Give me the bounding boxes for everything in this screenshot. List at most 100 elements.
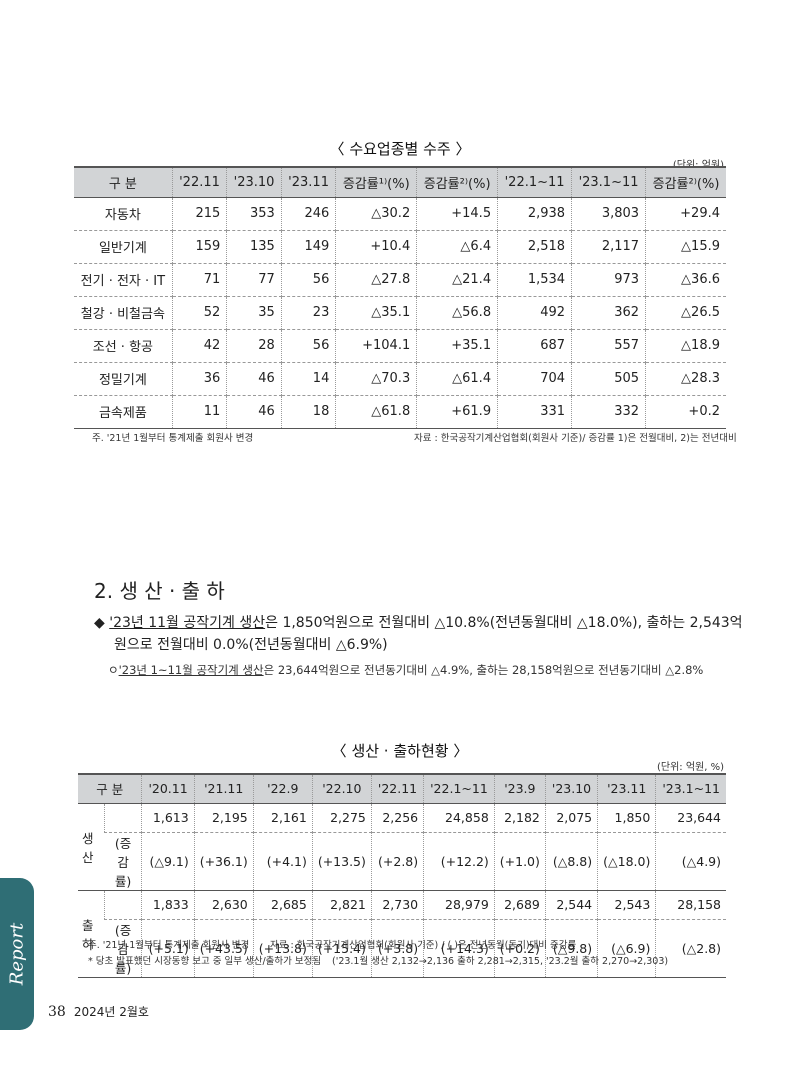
table-cell: (+3.8) bbox=[370, 919, 424, 978]
table-cell: △28.3 bbox=[645, 362, 726, 396]
table-cell: 11 bbox=[171, 395, 227, 429]
table-cell: 2,117 bbox=[571, 230, 646, 264]
table-cell: (△4.9) bbox=[655, 832, 726, 891]
table-cell: △18.9 bbox=[645, 329, 726, 363]
table-cell: 28,979 bbox=[423, 890, 495, 920]
table-cell: (+14.3) bbox=[423, 919, 495, 978]
table-header-cell: '22.10 bbox=[311, 773, 372, 804]
circle-bullet-icon: ㅇ bbox=[108, 663, 119, 677]
table-cell: 2,685 bbox=[252, 890, 313, 920]
table-cell: 246 bbox=[280, 197, 336, 231]
table-header-cell: '22.11 bbox=[171, 166, 227, 198]
table-cell: 77 bbox=[226, 263, 282, 297]
sub-bullet-text: 은 23,644억원으로 전년동기대비 △4.9%, 출하는 28,158억원으… bbox=[263, 663, 704, 677]
table-cell: (+43.5) bbox=[193, 919, 254, 978]
table-header-cell: '23.9 bbox=[493, 773, 546, 804]
table-cell: 159 bbox=[171, 230, 227, 264]
bullet-text: 은 1,850억원으로 전월대비 △10.8%(전년동월대비 △18.0%), … bbox=[265, 615, 743, 631]
value-row-label bbox=[104, 890, 142, 920]
table-cell: 1,534 bbox=[497, 263, 572, 297]
table-header-cell: 구 분 bbox=[74, 166, 173, 198]
table-cell: △61.8 bbox=[335, 395, 417, 429]
table-cell: 362 bbox=[571, 296, 646, 330]
table-row: 일반기계 159 135 149 +10.4 △6.4 2,518 2,117 △15.9 bbox=[74, 230, 726, 264]
table-header-cell: '23.1~11 bbox=[655, 773, 726, 804]
orders-by-industry-table: 구 분 '22.11'23.10'23.11 증감률¹⁾(%) 증감률²⁾(%) '22… bbox=[74, 166, 726, 429]
table-cell: △6.4 bbox=[416, 230, 498, 264]
issue-label: 2024년 2월호 bbox=[73, 1005, 149, 1019]
table-cell: 2,161 bbox=[252, 803, 313, 833]
report-tab-label: Report bbox=[6, 922, 28, 986]
table-cell: 2,256 bbox=[370, 803, 424, 833]
table-cell: +35.1 bbox=[416, 329, 498, 363]
table-row: 금속제품 11 46 18 △61.8 +61.9 331 332 +0.2 bbox=[74, 395, 726, 429]
table-cell: 56 bbox=[280, 329, 336, 363]
table-header-cell: '23.10 bbox=[226, 166, 282, 198]
table-cell: (+5.1) bbox=[141, 919, 195, 978]
table-cell: 353 bbox=[226, 197, 282, 231]
table2-note: 주. '21년 1월부터 통계제출 회원사 변경 bbox=[88, 940, 250, 951]
report-side-tab: Report bbox=[0, 878, 34, 1030]
table-cell: 1,850 bbox=[597, 803, 656, 833]
table-cell: △35.1 bbox=[335, 296, 417, 330]
page-number: 38 bbox=[48, 1004, 66, 1020]
table-cell: △27.8 bbox=[335, 263, 417, 297]
table-cell: △70.3 bbox=[335, 362, 417, 396]
table-cell: △56.8 bbox=[416, 296, 498, 330]
table-cell: 135 bbox=[226, 230, 282, 264]
table-cell: (+15.4) bbox=[311, 919, 372, 978]
table-cell: (△8.8) bbox=[544, 832, 598, 891]
row-label: 조선 · 항공 bbox=[74, 329, 173, 363]
row-label: 전기 · 전자 · IT bbox=[74, 263, 173, 297]
table-cell: (+1.0) bbox=[493, 832, 546, 891]
table-header-row: 구 분 '20.11'21.11'22.9'22.10'22.11'22.1~11… bbox=[78, 773, 726, 804]
table-cell: (+2.8) bbox=[370, 832, 424, 891]
table-header-cell: '22.11 bbox=[370, 773, 424, 804]
table-cell: 505 bbox=[571, 362, 646, 396]
table-cell: 28,158 bbox=[655, 890, 726, 920]
table-cell: 42 bbox=[171, 329, 227, 363]
table-cell: 2,630 bbox=[193, 890, 254, 920]
table-cell: 2,075 bbox=[544, 803, 598, 833]
table-cell: 24,858 bbox=[423, 803, 495, 833]
table-cell: 331 bbox=[497, 395, 572, 429]
table-cell: 149 bbox=[280, 230, 336, 264]
table-cell: 2,821 bbox=[311, 890, 372, 920]
table-cell: 3,803 bbox=[571, 197, 646, 231]
table-row: 전기 · 전자 · IT 71 77 56 △27.8 △21.4 1,534 973 △36.… bbox=[74, 263, 726, 297]
table-cell: △26.5 bbox=[645, 296, 726, 330]
table-cell: +29.4 bbox=[645, 197, 726, 231]
table-header-cell: '23.11 bbox=[280, 166, 336, 198]
table-cell: △21.4 bbox=[416, 263, 498, 297]
table-cell: 71 bbox=[171, 263, 227, 297]
bullet-line-1: ◆ '23년 11월 공작기계 생산은 1,850억원으로 전월대비 △10.8… bbox=[94, 612, 743, 634]
table-header-cell: '23.1~11 bbox=[571, 166, 646, 198]
table-cell: 36 bbox=[171, 362, 227, 396]
table2-caption: 〈 생산 · 출하현황 〉 bbox=[331, 742, 469, 760]
table-cell: 557 bbox=[571, 329, 646, 363]
table-row: 생 산 1,613 2,195 2,161 2,275 2,256 24,858 2,182 2… bbox=[78, 803, 726, 891]
table-cell: 23 bbox=[280, 296, 336, 330]
group-label: 출 하 bbox=[78, 890, 105, 978]
table-cell: +0.2 bbox=[645, 395, 726, 429]
table-row: 철강 · 비철금속 52 35 23 △35.1 △56.8 492 362 △26.5 bbox=[74, 296, 726, 330]
table-cell: 2,938 bbox=[497, 197, 572, 231]
table-header-cell: '23.10 bbox=[544, 773, 598, 804]
row-label: 철강 · 비철금속 bbox=[74, 296, 173, 330]
row-label: 일반기계 bbox=[74, 230, 173, 264]
section-title: 2. 생 산 · 출 하 bbox=[94, 579, 225, 603]
table-row: 출 하 1,833 2,630 2,685 2,821 2,730 28,979 2,689 2… bbox=[78, 890, 726, 978]
table-cell: (△9.1) bbox=[141, 832, 195, 891]
table-header-cell: '21.11 bbox=[193, 773, 254, 804]
rate-row-label: (증감률) bbox=[104, 832, 142, 891]
table-cell: 28 bbox=[226, 329, 282, 363]
table-cell: 2,195 bbox=[193, 803, 254, 833]
table1-caption: 〈 수요업종별 수주 〉 bbox=[329, 140, 471, 158]
page-footer: 38 2024년 2월호 bbox=[48, 1003, 149, 1020]
diamond-bullet-icon: ◆ bbox=[94, 615, 105, 631]
row-label: 자동차 bbox=[74, 197, 173, 231]
bullet-highlight: '23년 11월 공작기계 생산 bbox=[109, 615, 266, 631]
table-cell: 687 bbox=[497, 329, 572, 363]
table-cell: +14.5 bbox=[416, 197, 498, 231]
table-header-cell: 증감률²⁾(%) bbox=[416, 166, 498, 198]
